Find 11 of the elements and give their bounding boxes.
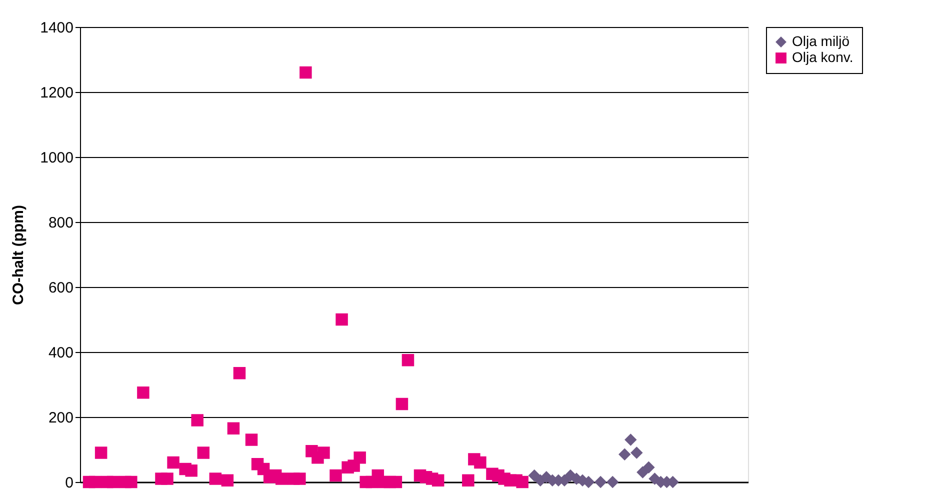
y-tick-label: 1200 (40, 84, 74, 102)
y-tick-label: 800 (48, 214, 74, 232)
y-tick-label: 400 (48, 344, 74, 362)
y-tick-label: 1000 (40, 150, 74, 166)
y-tick-label: 0 (65, 474, 74, 492)
legend-label: Olja konv. (792, 49, 854, 65)
y-tick-label: 600 (48, 280, 74, 296)
y-tick-label: 200 (48, 410, 74, 426)
y-tick-label: 1400 (40, 20, 74, 36)
y-axis-title: CO-halt (ppm) (10, 205, 28, 305)
legend-label: Olja miljö (792, 33, 850, 49)
